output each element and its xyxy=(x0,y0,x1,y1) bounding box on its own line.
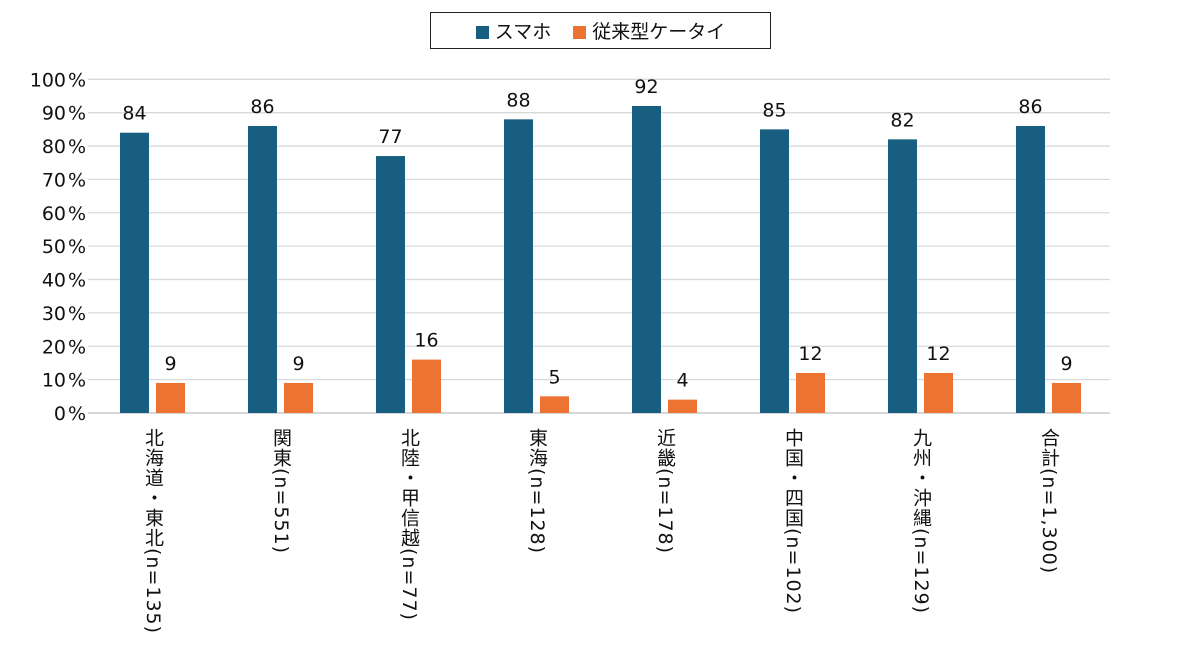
x-tick-label: 関東(n=551) xyxy=(270,428,292,555)
y-tick-label: 100 xyxy=(30,69,66,91)
y-tick-percent: % xyxy=(68,270,86,292)
data-label: 9 xyxy=(1060,353,1072,375)
y-tick-percent: % xyxy=(68,236,86,258)
data-label: 86 xyxy=(250,96,274,118)
data-label: 9 xyxy=(164,353,176,375)
bar-smartphone xyxy=(504,119,533,414)
x-tick-label: 北海道・東北(n=135) xyxy=(142,428,164,635)
y-tick-percent: % xyxy=(68,169,86,191)
bar-smartphone xyxy=(888,139,917,413)
data-label: 5 xyxy=(548,366,560,388)
bar-smartphone xyxy=(760,129,789,414)
bar-feature-phone xyxy=(1052,382,1081,413)
y-tick-label: 70 xyxy=(42,169,66,191)
x-tick-label: 東海(n=128) xyxy=(526,428,548,555)
x-tick-label: 中国・四国(n=102) xyxy=(782,428,804,615)
y-tick-label: 10 xyxy=(42,370,66,392)
y-tick-percent: % xyxy=(68,203,86,225)
data-label: 85 xyxy=(762,99,786,121)
data-label: 16 xyxy=(414,330,438,352)
y-tick-label: 50 xyxy=(42,236,66,258)
bar-smartphone xyxy=(248,126,277,413)
bar-feature-phone xyxy=(156,382,185,413)
data-label: 92 xyxy=(634,76,658,98)
legend: スマホ 従来型ケータイ xyxy=(430,12,771,49)
y-tick-label: 0 xyxy=(54,403,66,425)
bar-smartphone xyxy=(632,105,661,413)
y-tick-label: 60 xyxy=(42,203,66,225)
x-tick-label: 北陸・甲信越(n=77) xyxy=(398,428,420,621)
data-label: 12 xyxy=(926,343,950,365)
bar-smartphone xyxy=(1016,126,1045,413)
y-tick-percent: % xyxy=(68,303,86,325)
data-label: 77 xyxy=(378,126,402,148)
data-label: 88 xyxy=(506,89,530,111)
legend-swatch xyxy=(475,26,489,39)
data-label: 82 xyxy=(890,109,914,131)
data-label: 12 xyxy=(798,343,822,365)
data-label: 84 xyxy=(122,103,146,125)
bar-smartphone xyxy=(120,132,149,413)
y-tick-percent: % xyxy=(68,336,86,358)
y-tick-percent: % xyxy=(68,136,86,158)
legend-item-feature-phone: 従来型ケータイ xyxy=(573,17,725,44)
x-tick-label: 近畿(n=178) xyxy=(654,428,676,555)
data-label: 4 xyxy=(676,370,688,392)
data-label: 9 xyxy=(292,353,304,375)
bar-feature-phone xyxy=(540,396,569,413)
y-tick-percent: % xyxy=(68,370,86,392)
y-tick-label: 20 xyxy=(42,336,66,358)
data-label: 86 xyxy=(1018,96,1042,118)
legend-item-smartphone: スマホ xyxy=(475,17,551,44)
y-tick-label: 90 xyxy=(42,103,66,125)
bar-feature-phone xyxy=(924,372,953,413)
x-tick-label: 合計(n=1,300) xyxy=(1038,428,1060,575)
y-tick-percent: % xyxy=(68,69,86,91)
x-tick-label: 九州・沖縄(n=129) xyxy=(910,428,932,615)
y-tick-percent: % xyxy=(68,103,86,125)
y-tick-label: 40 xyxy=(42,270,66,292)
bar-smartphone xyxy=(376,156,405,413)
y-tick-label: 80 xyxy=(42,136,66,158)
bar-feature-phone xyxy=(284,382,313,413)
y-tick-label: 30 xyxy=(42,303,66,325)
bar-feature-phone xyxy=(796,372,825,413)
bar-feature-phone xyxy=(668,399,697,413)
bar-feature-phone xyxy=(412,359,441,413)
legend-swatch xyxy=(573,26,587,39)
y-tick-percent: % xyxy=(68,403,86,425)
